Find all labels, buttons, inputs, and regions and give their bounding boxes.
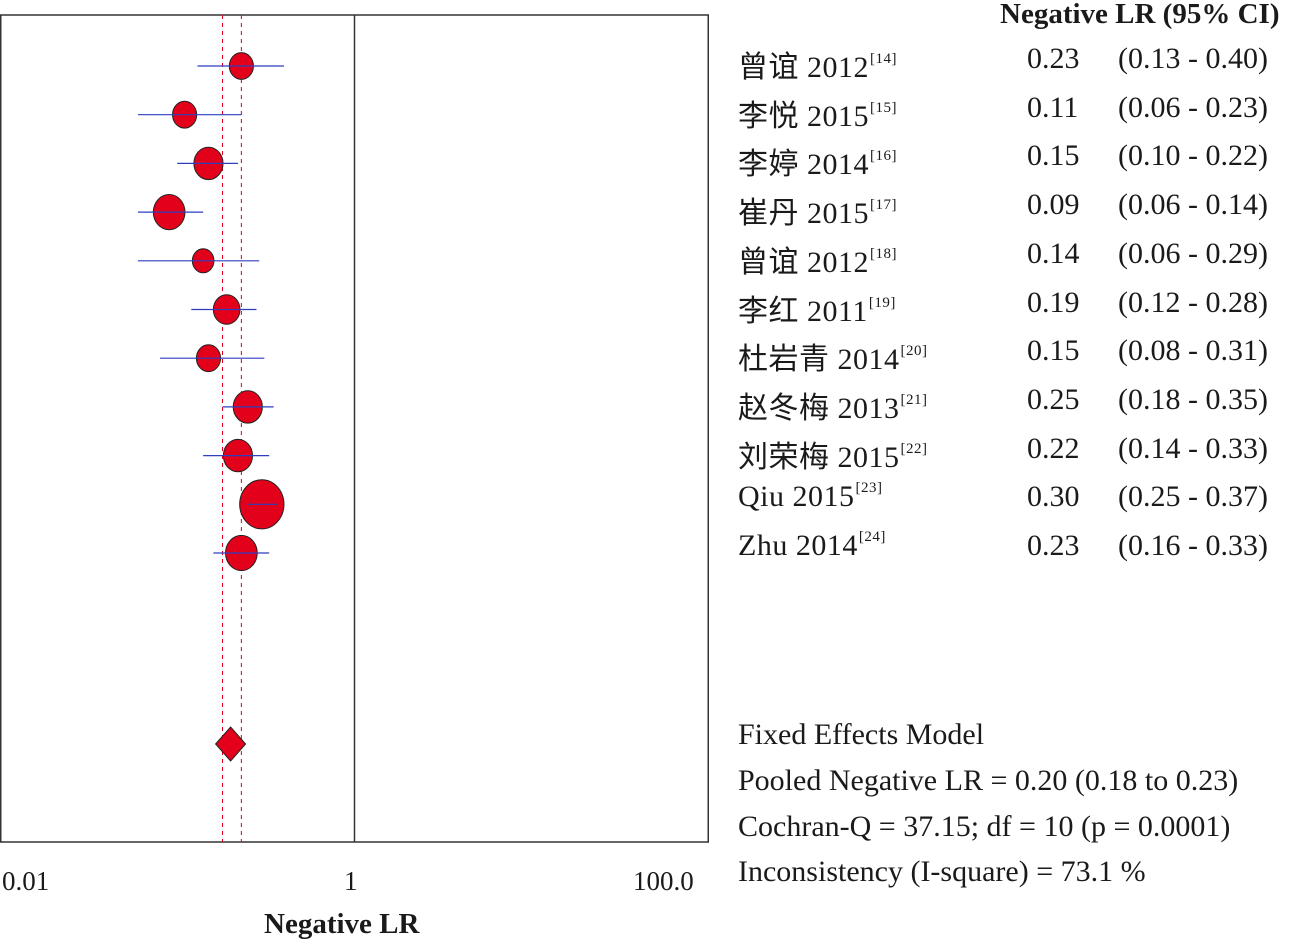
- study-ci: (0.06 - 0.23): [1118, 90, 1268, 124]
- study-reference: [19]: [868, 294, 896, 311]
- study-estimate: 0.19: [1027, 285, 1080, 319]
- study-estimate: 0.11: [1027, 90, 1079, 124]
- study-label: 曾谊 2012[14]: [738, 42, 897, 86]
- pooled-diamond: [214, 726, 247, 762]
- study-name: 曾谊 2012: [738, 51, 869, 84]
- study-name: Qiu 2015: [738, 480, 855, 514]
- study-ci: (0.10 - 0.22): [1118, 139, 1268, 173]
- study-ci: (0.12 - 0.28): [1118, 285, 1268, 319]
- inconsistency-text: Inconsistency (I-square) = 73.1 %: [738, 855, 1146, 888]
- study-ci: (0.06 - 0.14): [1118, 188, 1268, 222]
- study-reference: [20]: [900, 343, 928, 360]
- study-label: 李悦 2015[15]: [738, 91, 897, 135]
- study-reference: [18]: [870, 245, 897, 262]
- study-reference: [16]: [870, 148, 897, 165]
- study-reference: [15]: [870, 99, 897, 116]
- study-name: 赵冬梅 2013: [738, 391, 900, 425]
- study-label: 曾谊 2012[18]: [738, 237, 897, 281]
- study-reference: [17]: [870, 197, 897, 214]
- study-name: 刘荣梅 2015: [738, 440, 900, 474]
- study-estimate: 0.09: [1027, 188, 1080, 222]
- study-name: 曾谊 2012: [738, 245, 869, 279]
- study-name: Zhu 2014: [738, 529, 858, 562]
- forest-plot: [0, 14, 709, 843]
- study-estimate: 0.25: [1027, 382, 1080, 416]
- study-estimate: 0.30: [1027, 480, 1080, 514]
- study-reference: [22]: [900, 440, 928, 457]
- pooled-estimate-text: Pooled Negative LR = 0.20 (0.18 to 0.23): [738, 764, 1239, 797]
- study-estimate: 0.15: [1027, 334, 1080, 368]
- study-label: Qiu 2015[23]: [738, 480, 883, 514]
- study-label: 杜岩青 2014[20]: [738, 334, 928, 378]
- x-tick-label: 0.01: [2, 866, 50, 896]
- x-axis-label: Negative LR: [264, 908, 420, 940]
- study-reference: [24]: [858, 529, 886, 545]
- study-name: 杜岩青 2014: [738, 343, 900, 377]
- study-ci: (0.14 - 0.33): [1118, 431, 1268, 465]
- study-estimate: 0.14: [1027, 236, 1080, 270]
- study-estimate: 0.22: [1027, 431, 1080, 465]
- study-ci: (0.08 - 0.31): [1118, 334, 1268, 368]
- column-header: Negative LR (95% CI): [1000, 0, 1280, 30]
- study-estimate: 0.23: [1027, 42, 1080, 75]
- model-label: Fixed Effects Model: [738, 718, 985, 751]
- study-label: 赵冬梅 2013[21]: [738, 383, 928, 427]
- x-tick-label: 1: [344, 866, 358, 896]
- study-reference: [14]: [870, 51, 897, 67]
- study-name: 崔丹 2015: [738, 197, 869, 231]
- study-name: 李红 2011: [738, 294, 868, 328]
- study-ci: (0.16 - 0.33): [1118, 529, 1268, 562]
- study-ci: (0.13 - 0.40): [1118, 42, 1268, 75]
- study-name: 李悦 2015: [738, 99, 869, 133]
- x-tick-label: 100.0: [633, 866, 694, 896]
- study-reference: [23]: [855, 480, 883, 497]
- study-estimate: 0.23: [1027, 529, 1080, 562]
- study-name: 李婷 2014: [738, 148, 869, 182]
- study-ci: (0.18 - 0.35): [1118, 382, 1268, 416]
- study-ci: (0.25 - 0.37): [1118, 480, 1268, 514]
- study-reference: [21]: [900, 391, 928, 408]
- study-ci: (0.06 - 0.29): [1118, 236, 1268, 270]
- study-label: 李红 2011[19]: [738, 286, 896, 330]
- study-label: 崔丹 2015[17]: [738, 188, 897, 232]
- study-label: Zhu 2014[24]: [738, 529, 886, 563]
- study-label: 李婷 2014[16]: [738, 139, 897, 183]
- cochran-q-text: Cochran-Q = 37.15; df = 10 (p = 0.0001): [738, 810, 1231, 843]
- study-label: 刘荣梅 2015[22]: [738, 432, 928, 476]
- study-estimate: 0.15: [1027, 139, 1080, 173]
